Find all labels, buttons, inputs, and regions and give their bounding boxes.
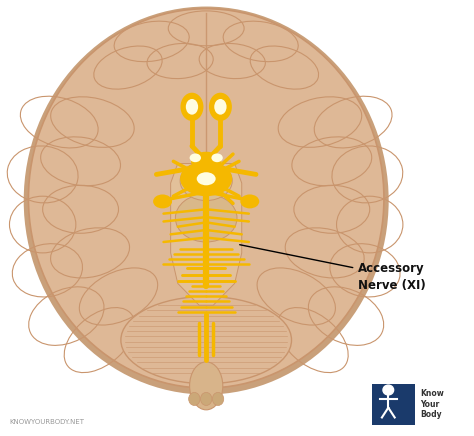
- Ellipse shape: [153, 194, 172, 208]
- Ellipse shape: [190, 153, 201, 162]
- Polygon shape: [171, 164, 242, 305]
- Ellipse shape: [121, 296, 292, 384]
- Ellipse shape: [28, 9, 384, 388]
- Ellipse shape: [197, 172, 216, 185]
- Ellipse shape: [214, 99, 227, 115]
- Ellipse shape: [210, 94, 231, 120]
- Ellipse shape: [180, 161, 232, 201]
- Ellipse shape: [182, 94, 202, 120]
- Circle shape: [383, 385, 393, 395]
- Ellipse shape: [24, 7, 389, 395]
- Ellipse shape: [211, 153, 223, 162]
- FancyBboxPatch shape: [372, 384, 415, 425]
- Text: Accessory
Nerve (XI): Accessory Nerve (XI): [358, 262, 426, 292]
- Ellipse shape: [186, 99, 198, 115]
- Ellipse shape: [180, 161, 232, 196]
- Ellipse shape: [201, 392, 212, 405]
- Text: KNOWYOURBODY.NET: KNOWYOURBODY.NET: [9, 419, 84, 425]
- Ellipse shape: [189, 392, 200, 405]
- Ellipse shape: [191, 152, 221, 171]
- Ellipse shape: [175, 194, 237, 242]
- Ellipse shape: [190, 362, 223, 410]
- Text: Know
Your
Body: Know Your Body: [420, 389, 444, 419]
- Ellipse shape: [240, 194, 259, 208]
- Ellipse shape: [212, 392, 224, 405]
